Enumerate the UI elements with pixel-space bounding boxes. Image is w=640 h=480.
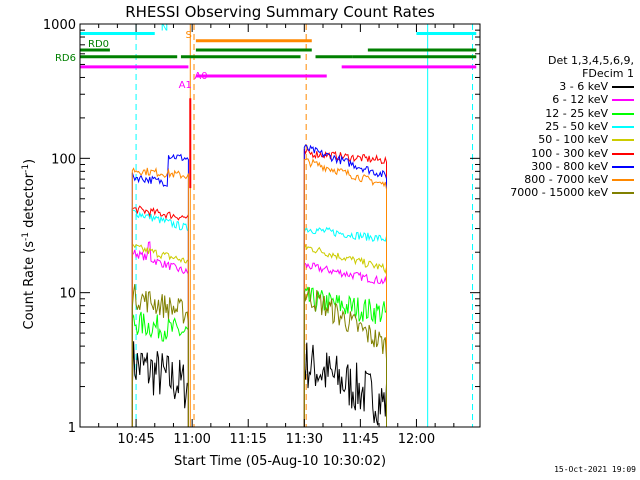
legend-label: 100 - 300 keV bbox=[531, 146, 608, 160]
series-line-4 bbox=[131, 241, 387, 427]
attenuator-bar-layer: NSRD0RD6A0A1 bbox=[55, 22, 477, 91]
series-line-6 bbox=[131, 144, 387, 427]
y-label-part-2: detector bbox=[22, 172, 38, 232]
y-label-sup-1: -1 bbox=[20, 231, 31, 241]
legend-label: 6 - 12 keV bbox=[552, 93, 608, 107]
state-bar-label-S: S bbox=[186, 30, 192, 41]
legend-entry: 50 - 100 keV bbox=[484, 133, 634, 146]
series-line-7 bbox=[131, 158, 387, 427]
legend-header-2: FDecim 1 bbox=[582, 67, 634, 80]
series-line-1 bbox=[131, 241, 387, 427]
x-tick-label: 11:30 bbox=[286, 432, 323, 447]
legend-header-1: Det 1,3,4,5,6,9, bbox=[547, 54, 634, 67]
x-axis-label: Start Time (05-Aug-10 10:30:02) bbox=[173, 454, 387, 469]
series-line-3 bbox=[131, 208, 387, 427]
x-tick-label: 11:45 bbox=[342, 432, 379, 447]
legend-entry: 100 - 300 keV bbox=[484, 147, 634, 160]
legend-label: 12 - 25 keV bbox=[545, 106, 608, 120]
legend-swatch bbox=[612, 112, 634, 115]
legend-entry: 300 - 800 keV bbox=[484, 160, 634, 173]
y-label-sup-2: -1 bbox=[20, 163, 31, 173]
x-tick-label: 11:00 bbox=[173, 432, 210, 447]
legend-swatch bbox=[612, 125, 634, 128]
legend-swatch bbox=[612, 192, 634, 195]
plot-frame bbox=[79, 23, 481, 428]
legend-entry: 6 - 12 keV bbox=[484, 93, 634, 106]
legend-swatch bbox=[612, 152, 634, 155]
series-line-8 bbox=[131, 284, 387, 427]
legend-swatch bbox=[612, 99, 634, 102]
legend-entry: 3 - 6 keV bbox=[484, 80, 634, 93]
legend-label: 25 - 50 keV bbox=[545, 119, 608, 133]
y-tick-label: 1000 bbox=[43, 18, 76, 33]
legend-label: 3 - 6 keV bbox=[559, 80, 608, 93]
y-label-part-1: Count Rate (s bbox=[22, 240, 38, 330]
state-bar-label-RD0: RD0 bbox=[88, 39, 109, 50]
y-axis-label: Count Rate (s-1 detector-1) bbox=[21, 149, 37, 339]
legend-label: 800 - 7000 keV bbox=[524, 173, 608, 187]
legend-entry: 25 - 50 keV bbox=[484, 120, 634, 133]
series-line-2 bbox=[131, 286, 387, 427]
state-bar-label-A1: A1 bbox=[179, 80, 192, 91]
legend-entry: 800 - 7000 keV bbox=[484, 173, 634, 186]
legend-swatch bbox=[612, 165, 634, 168]
legend-swatch bbox=[612, 179, 634, 182]
series-line-0 bbox=[131, 341, 387, 427]
series-line-5 bbox=[131, 148, 387, 427]
legend-entry: 12 - 25 keV bbox=[484, 107, 634, 120]
state-bar-label-N: N bbox=[161, 22, 168, 33]
chart-title: RHESSI Observing Summary Count Rates bbox=[125, 3, 435, 21]
y-tick-label: 100 bbox=[51, 152, 76, 167]
x-tick-label: 12:00 bbox=[398, 432, 435, 447]
x-tick-label: 11:15 bbox=[229, 432, 266, 447]
x-tick-label: 10:45 bbox=[117, 432, 154, 447]
y-tick-label: 10 bbox=[59, 287, 76, 302]
state-bar-label-RD6: RD6 bbox=[55, 53, 76, 64]
y-label-part-3: ) bbox=[22, 158, 38, 164]
legend-label: 300 - 800 keV bbox=[531, 159, 608, 173]
y-tick-label: 1 bbox=[68, 421, 76, 436]
legend-swatch bbox=[612, 86, 634, 88]
data-layer bbox=[131, 98, 387, 427]
legend-label: 50 - 100 keV bbox=[538, 133, 608, 147]
legend-swatch bbox=[612, 139, 634, 142]
legend-entry: 7000 - 15000 keV bbox=[484, 186, 634, 199]
legend-label: 7000 - 15000 keV bbox=[510, 186, 608, 200]
timestamp: 15-Oct-2021 19:09 bbox=[554, 465, 636, 474]
axis-layer: 10:45 11:00 11:15 11:30 11:45 12:00 1 10 100 1000 bbox=[43, 18, 480, 447]
